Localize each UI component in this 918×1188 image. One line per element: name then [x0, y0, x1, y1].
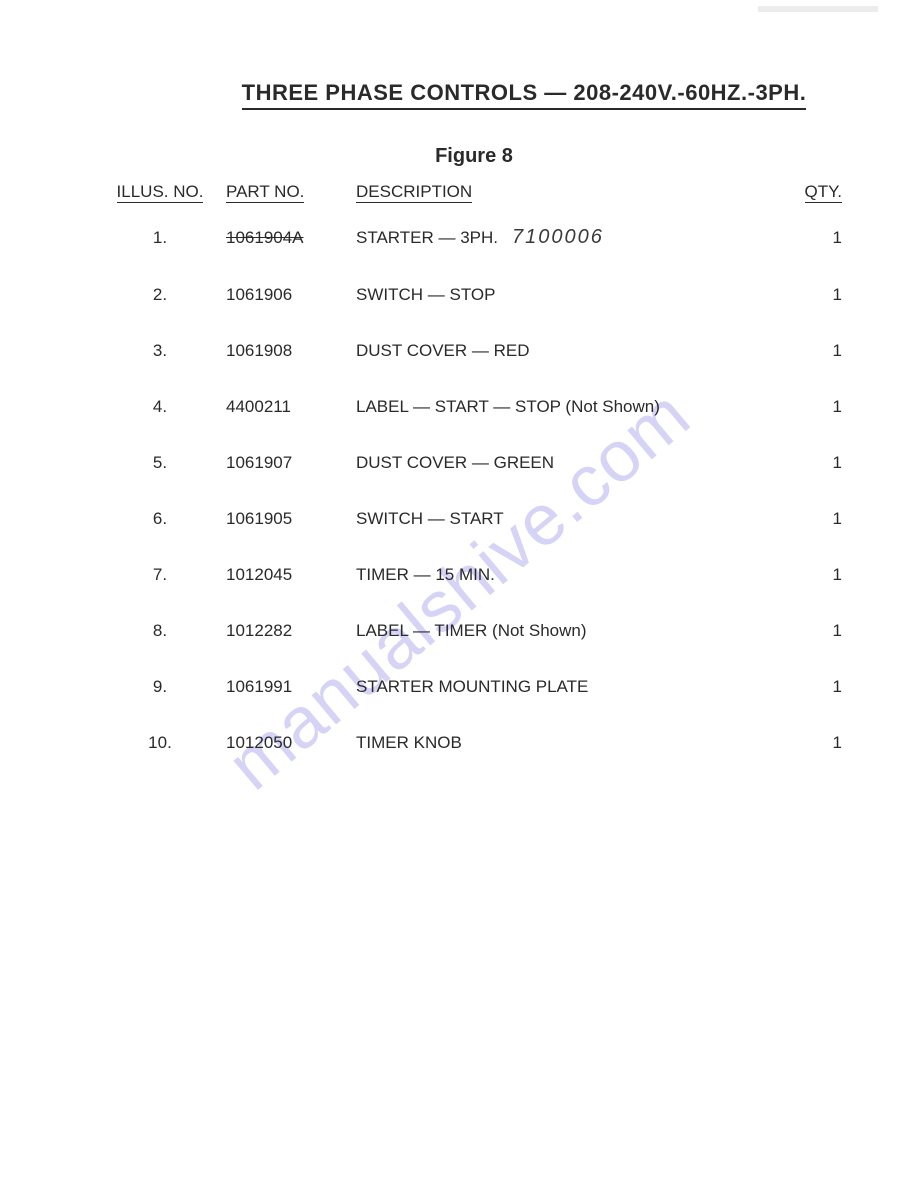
header-illus: ILLUS. NO. [100, 178, 220, 208]
table-row: 8.1012282LABEL — TIMER (Not Shown)1 [100, 603, 848, 659]
cell-part-no: 1061991 [220, 659, 350, 715]
cell-description: SWITCH — START [350, 491, 788, 547]
cell-qty: 1 [788, 208, 848, 267]
cell-qty: 1 [788, 267, 848, 323]
table-row: 3.1061908DUST COVER — RED1 [100, 323, 848, 379]
cell-qty: 1 [788, 379, 848, 435]
cell-part-no: 4400211 [220, 379, 350, 435]
cell-illus-no: 7. [100, 547, 220, 603]
cell-qty: 1 [788, 715, 848, 771]
table-row: 6.1061905SWITCH — START1 [100, 491, 848, 547]
table-row: 9.1061991STARTER MOUNTING PLATE1 [100, 659, 848, 715]
cell-illus-no: 2. [100, 267, 220, 323]
cell-qty: 1 [788, 659, 848, 715]
page-title: THREE PHASE CONTROLS — 208-240V.-60HZ.-3… [242, 80, 807, 110]
table-row: 1.1061904ASTARTER — 3PH.71000061 [100, 208, 848, 267]
cell-part-no: 1012282 [220, 603, 350, 659]
cell-illus-no: 10. [100, 715, 220, 771]
cell-part-no: 1012045 [220, 547, 350, 603]
cell-illus-no: 3. [100, 323, 220, 379]
cell-description: TIMER — 15 MIN. [350, 547, 788, 603]
cell-description: SWITCH — STOP [350, 267, 788, 323]
table-row: 7.1012045TIMER — 15 MIN.1 [100, 547, 848, 603]
cell-qty: 1 [788, 323, 848, 379]
header-qty: QTY. [788, 178, 848, 208]
document-page: manualshive.com THREE PHASE CONTROLS — 2… [0, 0, 918, 1188]
header-desc: DESCRIPTION [350, 178, 788, 208]
header-part: PART NO. [220, 178, 350, 208]
parts-table: ILLUS. NO. PART NO. DESCRIPTION QTY. 1.1… [100, 178, 848, 771]
figure-label: Figure 8 [100, 145, 848, 168]
table-row: 4.4400211LABEL — START — STOP (Not Shown… [100, 379, 848, 435]
cell-part-no: 1061904A [220, 208, 350, 267]
cell-qty: 1 [788, 435, 848, 491]
cell-illus-no: 5. [100, 435, 220, 491]
cell-part-no: 1061906 [220, 267, 350, 323]
cell-part-no: 1061907 [220, 435, 350, 491]
cell-qty: 1 [788, 491, 848, 547]
cell-part-no: 1061908 [220, 323, 350, 379]
table-row: 2.1061906SWITCH — STOP1 [100, 267, 848, 323]
cell-illus-no: 4. [100, 379, 220, 435]
cell-illus-no: 6. [100, 491, 220, 547]
cell-qty: 1 [788, 603, 848, 659]
table-row: 5.1061907DUST COVER — GREEN1 [100, 435, 848, 491]
table-row: 10.1012050TIMER KNOB1 [100, 715, 848, 771]
cell-description: LABEL — TIMER (Not Shown) [350, 603, 788, 659]
cell-qty: 1 [788, 547, 848, 603]
cell-description: LABEL — START — STOP (Not Shown) [350, 379, 788, 435]
cell-description: DUST COVER — RED [350, 323, 788, 379]
cell-illus-no: 1. [100, 208, 220, 267]
cell-part-no: 1061905 [220, 491, 350, 547]
table-header-row: ILLUS. NO. PART NO. DESCRIPTION QTY. [100, 178, 848, 208]
cell-illus-no: 8. [100, 603, 220, 659]
cell-part-no: 1012050 [220, 715, 350, 771]
page-content: THREE PHASE CONTROLS — 208-240V.-60HZ.-3… [100, 80, 848, 771]
cell-illus-no: 9. [100, 659, 220, 715]
cell-description: STARTER — 3PH.7100006 [350, 208, 788, 267]
cell-description: STARTER MOUNTING PLATE [350, 659, 788, 715]
cell-description: TIMER KNOB [350, 715, 788, 771]
cell-description: DUST COVER — GREEN [350, 435, 788, 491]
handwritten-part-no: 7100006 [512, 226, 604, 248]
